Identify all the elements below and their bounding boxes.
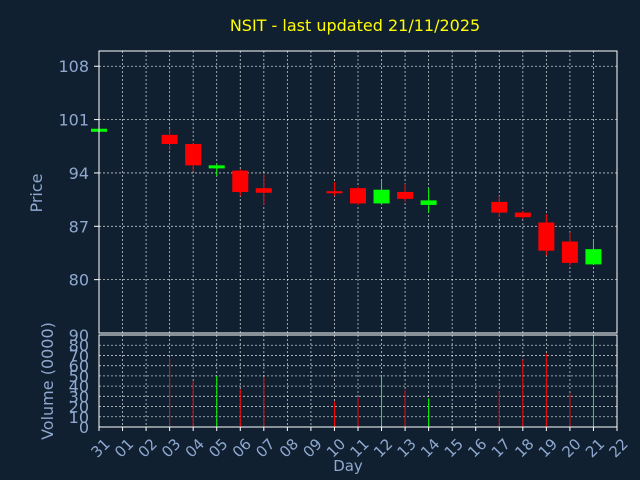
volume-bars <box>169 337 594 427</box>
volume-y-tick-label: 70 <box>69 346 89 365</box>
candle-18 <box>514 211 531 219</box>
price-axis-label: Price <box>27 173 46 212</box>
candle-body <box>208 165 225 169</box>
candle-03 <box>161 128 178 151</box>
volume-y-tick-label: 90 <box>69 326 89 345</box>
volume-y-tick-label: 10 <box>69 408 89 427</box>
candle-body <box>255 188 272 193</box>
volume-y-tick-label: 30 <box>69 387 89 406</box>
volume-y-tick-label: 80 <box>69 336 89 355</box>
candle-07 <box>255 174 272 205</box>
price-panel: 80 87 94 101 108 Price <box>27 50 618 334</box>
volume-y-tick-label: 40 <box>69 377 89 396</box>
candle-body <box>491 201 508 213</box>
candle-05 <box>208 163 225 176</box>
candle-body <box>373 189 390 204</box>
volume-y-tick-label: 50 <box>69 367 89 386</box>
candle-body <box>420 200 437 205</box>
x-axis-label: Day <box>333 457 363 475</box>
price-y-tick-label: 108 <box>58 57 89 76</box>
volume-y-tick-label: 0 <box>79 418 89 437</box>
candle-19 <box>538 214 555 256</box>
candle-body <box>326 191 343 194</box>
candle-body <box>397 192 414 199</box>
chart-title: NSIT - last updated 21/11/2025 <box>230 16 480 35</box>
candle-body <box>232 170 249 192</box>
volume-y-tick-label: 20 <box>69 398 89 417</box>
candle-body <box>350 188 366 204</box>
candle-14 <box>420 188 437 213</box>
candle-21 <box>585 240 602 265</box>
candle-13 <box>397 183 414 202</box>
price-y-tick-label: 101 <box>58 111 89 130</box>
volume-axis-label: Volume (0000) <box>38 322 57 440</box>
price-y-tick-label: 80 <box>69 271 89 290</box>
candle-body <box>538 222 555 251</box>
price-y-tick-label: 87 <box>69 217 89 236</box>
volume-y-tick-label: 60 <box>69 357 89 376</box>
candle-12 <box>373 180 390 205</box>
price-plot-frame <box>98 50 618 334</box>
candle-17 <box>491 195 508 218</box>
candle-10 <box>326 182 343 196</box>
candle-body <box>585 249 602 265</box>
candle-body <box>161 134 178 144</box>
candle-body <box>514 212 531 218</box>
price-y-tick-label: 94 <box>69 164 89 183</box>
price-y-ticks: 80 87 94 101 108 <box>58 57 99 290</box>
candle-11 <box>350 186 366 205</box>
candle-20 <box>561 232 578 266</box>
candle-body <box>561 241 578 263</box>
candle-04 <box>185 142 202 172</box>
candle-06 <box>232 169 249 196</box>
candle-body <box>185 143 202 166</box>
